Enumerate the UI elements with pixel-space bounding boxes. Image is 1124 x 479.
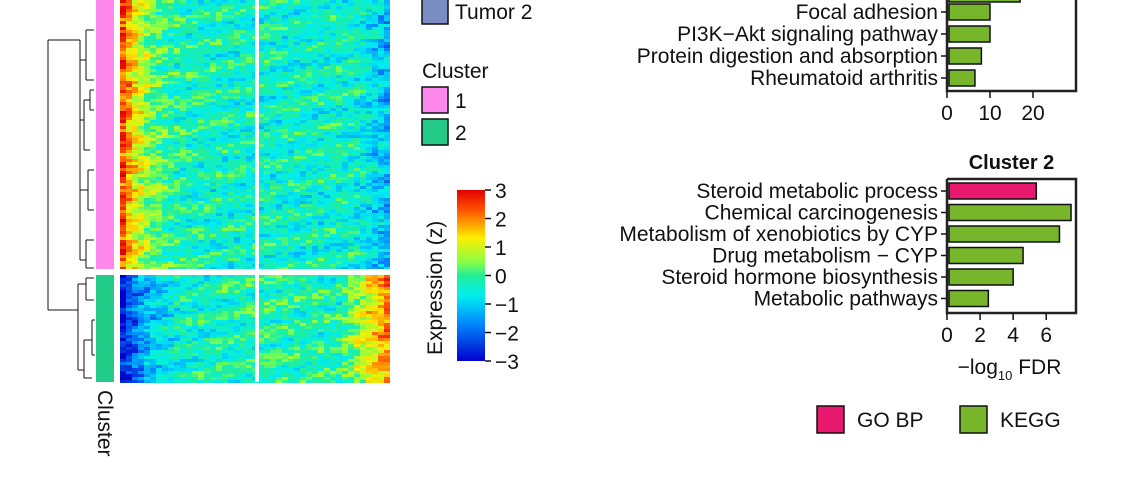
enrichment-bar xyxy=(948,69,976,87)
cluster-annotation-strip xyxy=(96,0,114,382)
partial-top-bar xyxy=(948,0,1021,3)
panel-frame xyxy=(945,0,1078,93)
term-label: Rheumatoid arthritis xyxy=(750,67,938,90)
expression-heatmap xyxy=(120,0,390,383)
x-tick-label: 0 xyxy=(941,102,953,125)
legend-label-cluster-2: 2 xyxy=(455,122,467,145)
cluster-1-strip xyxy=(96,0,114,269)
term-label: PI3K−Akt signaling pathway xyxy=(677,23,938,46)
colorbar-gradient xyxy=(457,190,485,361)
colorbar-title: Expression (z) xyxy=(424,221,447,355)
term-label: Metabolism of xenobiotics by CYP xyxy=(619,223,938,246)
expression-colorbar: 3 2 1 0 −1 −2 −3 Expression (z) xyxy=(424,180,519,374)
x-axis-label: −log10 FDR xyxy=(958,356,1062,383)
cluster-legend-title: Cluster xyxy=(422,60,489,83)
colorbar-tick-label: 2 xyxy=(495,209,507,232)
term-label: Metabolic pathways xyxy=(754,288,938,311)
colorbar-tick-label: 3 xyxy=(495,180,507,203)
legend-swatch-tumor-2 xyxy=(421,0,449,25)
source-legend-swatch xyxy=(816,405,845,434)
x-tick-label: 2 xyxy=(974,324,986,347)
enrichment-bar xyxy=(948,203,1072,222)
x-tick-label: 0 xyxy=(941,324,953,347)
term-label: Focal adhesion xyxy=(796,1,938,24)
enrichment-bar xyxy=(948,289,990,308)
cluster-strip-label: Cluster xyxy=(93,390,116,457)
x-tick-label: 10 xyxy=(978,102,1001,125)
row-dendrogram xyxy=(47,29,95,379)
enrichment-panel-cluster-2: Cluster 2 Steroid metabolic processChemic… xyxy=(619,152,1078,383)
legend-label-cluster-1: 1 xyxy=(455,90,467,113)
colorbar-tick-label: 0 xyxy=(495,266,507,289)
legend-label-tumor-2: Tumor 2 xyxy=(455,1,532,24)
term-label: Protein digestion and absorption xyxy=(637,45,938,68)
annotation-legend: Tumor 2 Cluster 1 2 xyxy=(421,0,532,146)
colorbar-tick-label: −1 xyxy=(495,294,519,317)
x-tick-label: 4 xyxy=(1007,324,1019,347)
legend-swatch-cluster-1 xyxy=(421,86,449,114)
panel-frame xyxy=(945,177,1078,315)
colorbar-tick-label: 1 xyxy=(495,237,507,260)
x-tick-label: 20 xyxy=(1021,102,1044,125)
colorbar-tick-label: −2 xyxy=(495,323,519,346)
enrichment-bar xyxy=(948,225,1061,243)
enrichment-bar xyxy=(948,246,1024,265)
source-legend-label: KEGG xyxy=(1000,409,1061,432)
term-label: Chemical carcinogenesis xyxy=(705,202,938,225)
source-legend: GO BP KEGG xyxy=(816,405,1061,434)
source-legend-swatch xyxy=(959,405,988,434)
enrichment-bar xyxy=(948,268,1014,286)
source-legend-label: GO BP xyxy=(857,409,924,432)
cluster-2-strip xyxy=(96,275,114,382)
enrichment-bar xyxy=(948,182,1038,200)
panel-title: Cluster 2 xyxy=(969,152,1055,174)
term-label: Steroid hormone biosynthesis xyxy=(661,266,938,289)
term-label: Drug metabolism − CYP xyxy=(712,245,938,268)
enrichment-bar xyxy=(948,25,991,43)
legend-swatch-cluster-2 xyxy=(421,118,449,146)
colorbar-tick-label: −3 xyxy=(495,351,519,374)
x-tick-label: 6 xyxy=(1040,324,1052,347)
term-label: Steroid metabolic process xyxy=(696,180,938,203)
enrichment-bar xyxy=(948,3,991,21)
enrichment-bar xyxy=(948,47,983,65)
